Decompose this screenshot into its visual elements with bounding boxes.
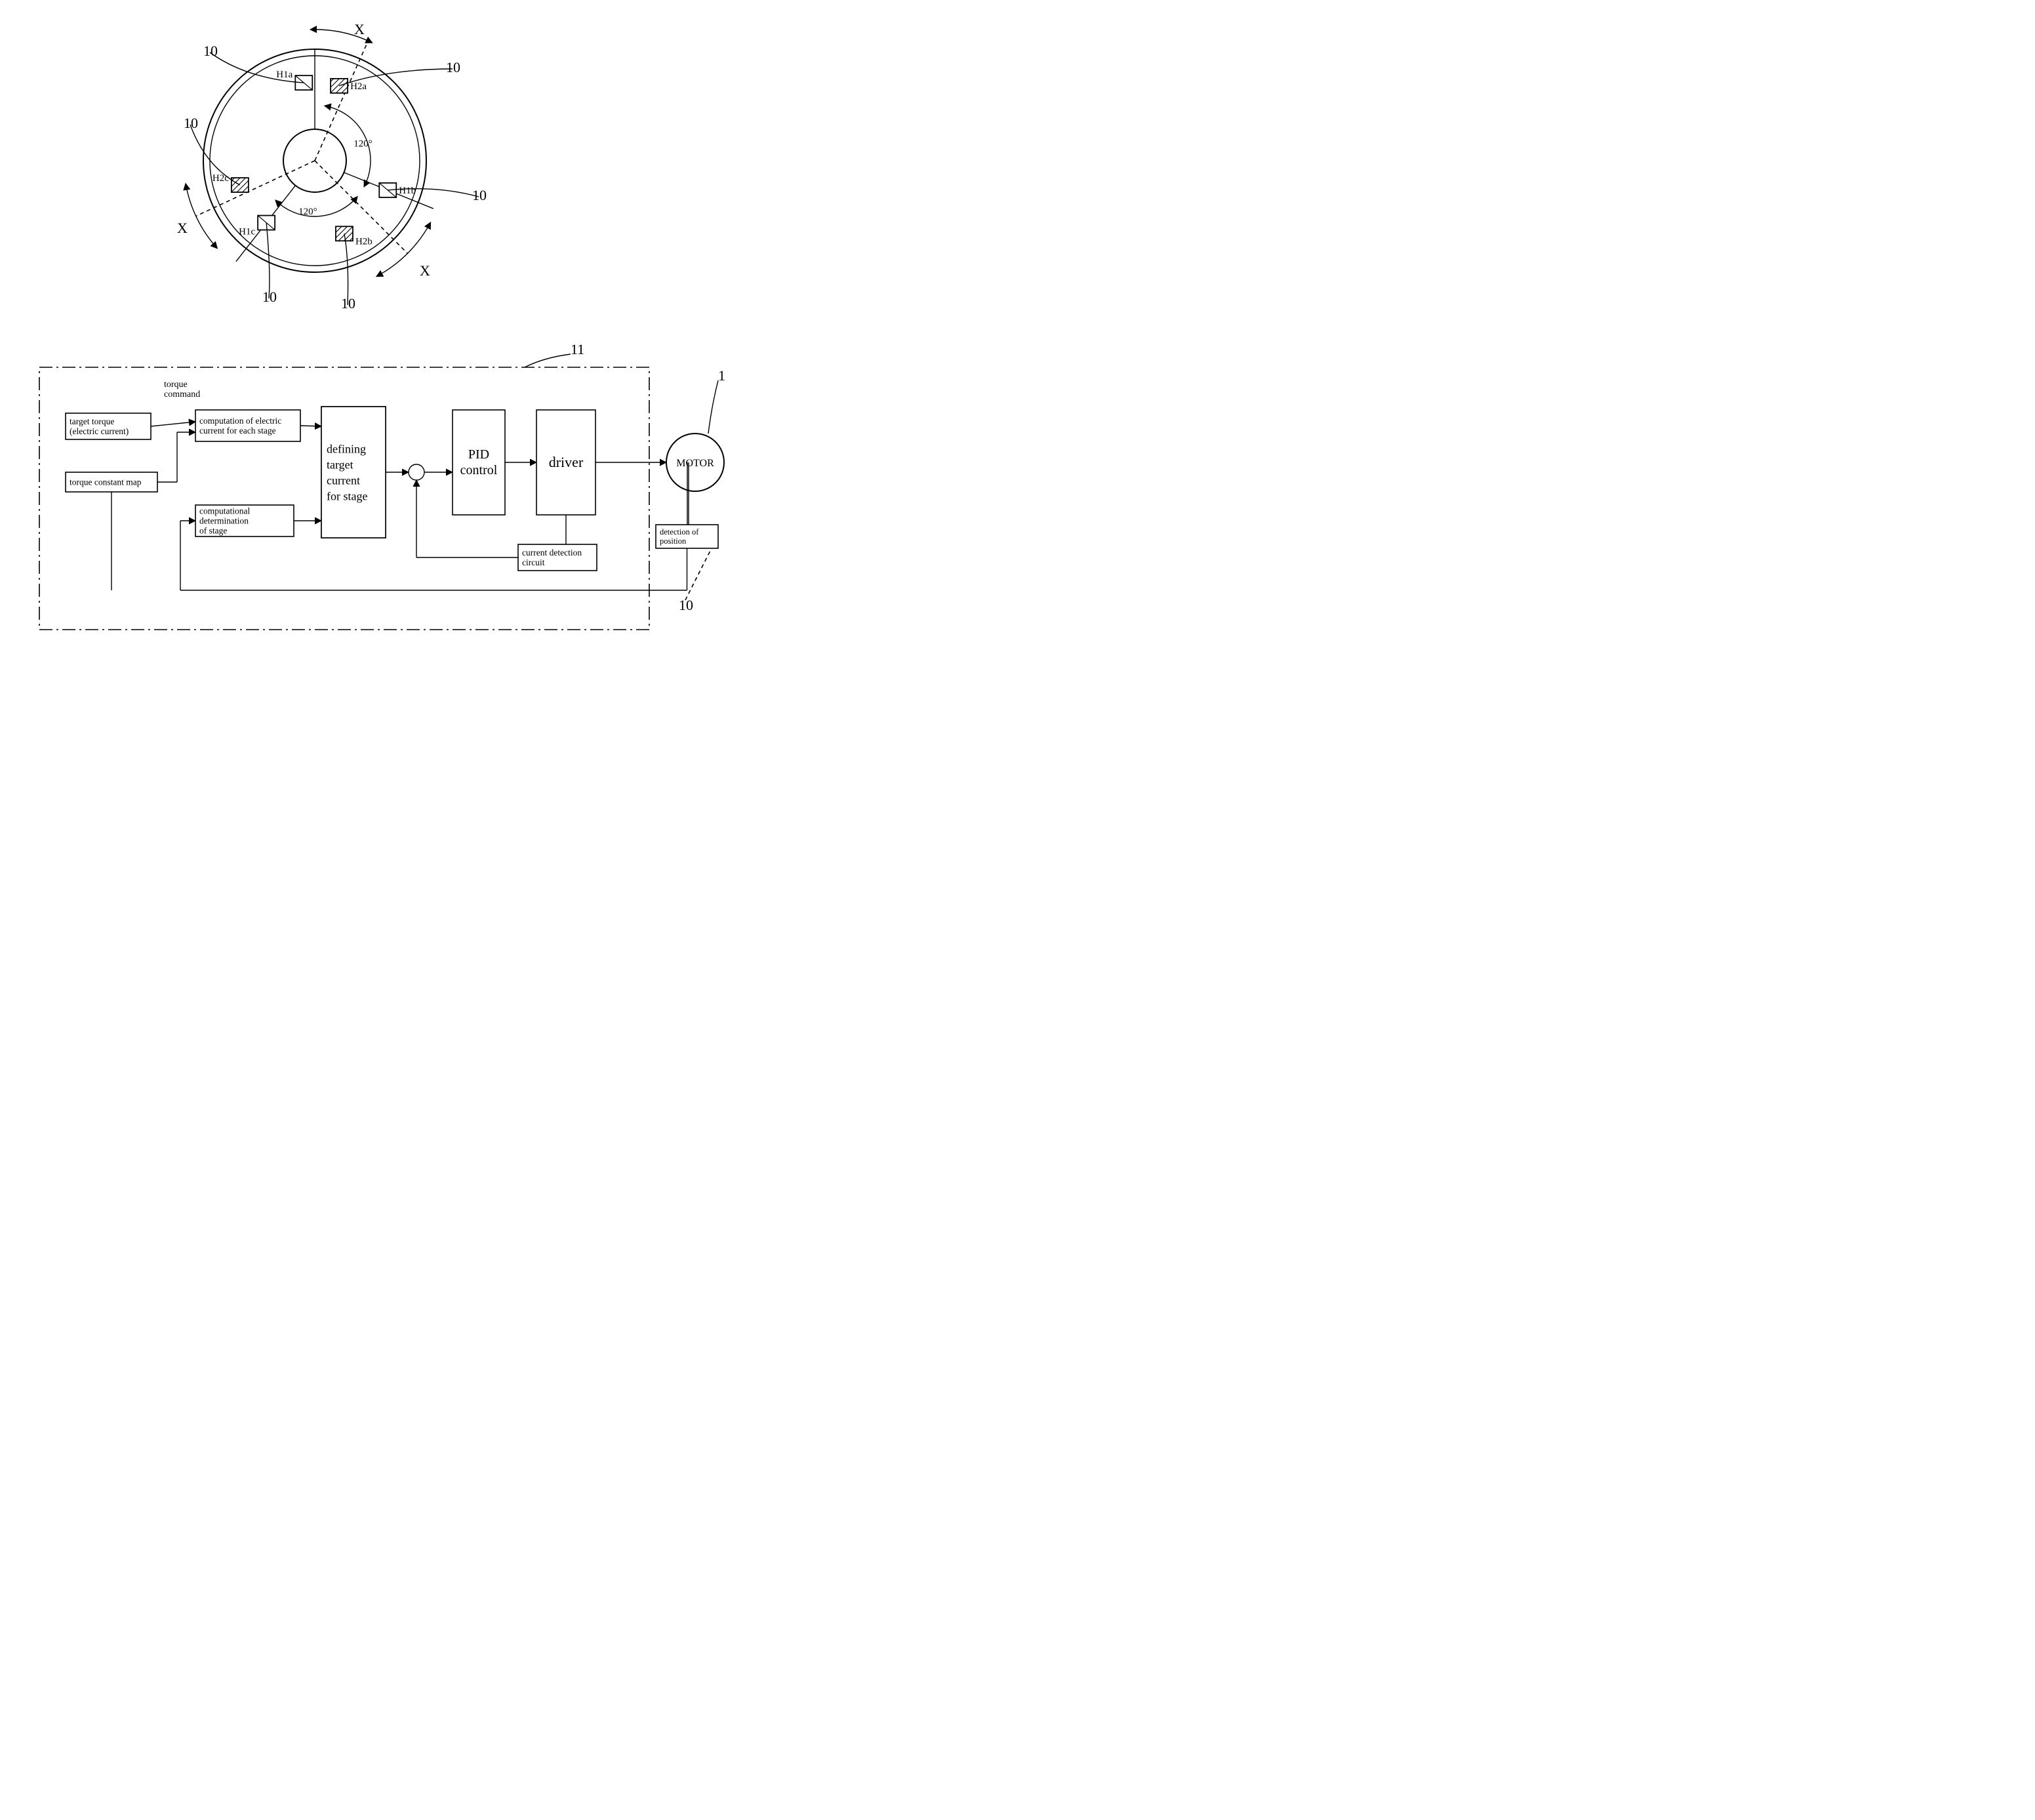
- w-tt-cc: [151, 422, 195, 426]
- callout-line-10-4: [266, 223, 270, 298]
- x-arc-2: [186, 184, 217, 249]
- callout-line-10-3: [344, 233, 348, 305]
- pos-detect-ref-leader: [685, 548, 712, 600]
- block-text-pid-0: PID: [468, 447, 489, 462]
- block-text-curr_detect-0: current detection: [522, 548, 582, 557]
- block-text-pid-1: control: [460, 463, 498, 477]
- pos-detect-text-0: detection of: [660, 527, 699, 536]
- block-text-comp_stage-1: determination: [199, 516, 249, 526]
- block-text-comp_current-0: computation of electric: [199, 416, 281, 426]
- pos-detect-ref-10: 10: [679, 597, 693, 613]
- sensor-H2b: [336, 226, 353, 241]
- pos-detect-text-1: position: [660, 536, 687, 546]
- motor-ref-leader: [708, 380, 718, 434]
- callout-10-0: 10: [203, 43, 218, 59]
- block-text-comp_stage-2: of stage: [199, 526, 227, 536]
- frame-label-11: 11: [571, 341, 584, 357]
- angle-label-0: 120°: [353, 138, 373, 149]
- sensor-label-H2a: H2a: [350, 81, 367, 92]
- frame-leader-11: [525, 354, 571, 367]
- torque-command-label-1: command: [164, 390, 200, 399]
- block-text-torque_const-0: torque constant map: [70, 477, 142, 487]
- angle-label-1: 120°: [298, 207, 317, 217]
- block-text-define_target-2: current: [327, 474, 360, 487]
- motor-ref-1: 1: [718, 367, 725, 384]
- x-label-0: X: [354, 21, 365, 37]
- callout-10-1: 10: [446, 59, 460, 75]
- block-text-define_target-1: target: [327, 458, 353, 471]
- page: 120° 120° X X X H1a H2a H1b H2b H1c H2c 10 10 10 10 10 1…: [0, 0, 761, 682]
- block-text-define_target-3: for stage: [327, 489, 367, 502]
- block-text-define_target-0: defining: [327, 442, 366, 455]
- callout-10-4: 10: [262, 289, 277, 305]
- x-label-1: X: [420, 262, 430, 279]
- summing-junction: [409, 464, 424, 480]
- motor-label: MOTOR: [676, 458, 714, 469]
- control-block-diagram: 11target torque(electric current)torque …: [39, 341, 725, 630]
- block-text-target_torque-0: target torque: [70, 416, 114, 426]
- sensor-label-H1b: H1b: [399, 186, 416, 196]
- block-text-comp_current-1: current for each stage: [199, 426, 276, 435]
- x-label-2: X: [177, 220, 188, 236]
- sensor-label-H2b: H2b: [355, 236, 373, 247]
- sensor-label-H2c: H2c: [212, 173, 229, 184]
- block-text-driver-0: driver: [549, 454, 584, 470]
- torque-command-label-0: torque: [164, 380, 188, 390]
- block-text-curr_detect-1: circuit: [522, 557, 545, 567]
- motor-sensor-diagram: 120° 120° X X X H1a H2a H1b H2b H1c H2c 10 10 10 10 10 1…: [177, 21, 487, 312]
- block-text-target_torque-1: (electric current): [70, 426, 129, 436]
- callout-10-3: 10: [341, 295, 355, 312]
- block-pid: [453, 410, 505, 515]
- sensor-label-H1c: H1c: [239, 227, 255, 237]
- callout-10-2: 10: [472, 187, 487, 203]
- block-text-comp_stage-0: computational: [199, 506, 250, 516]
- diagram-canvas: 120° 120° X X X H1a H2a H1b H2b H1c H2c 10 10 10 10 10 1…: [0, 0, 761, 682]
- callout-10-5: 10: [184, 115, 198, 131]
- sensor-label-H1a: H1a: [276, 70, 292, 80]
